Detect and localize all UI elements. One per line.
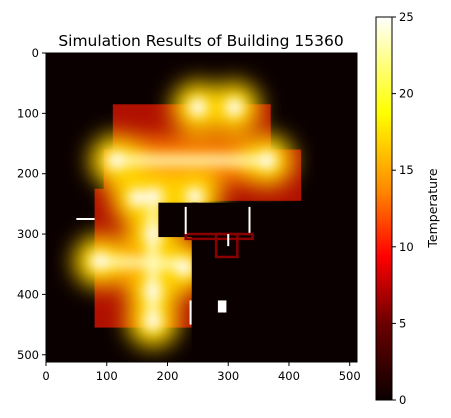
hot-source	[106, 151, 125, 170]
white-block	[217, 300, 227, 313]
cold-regions	[158, 202, 302, 362]
room-outline	[184, 232, 254, 241]
x-tick-label: 200	[157, 369, 179, 383]
x-axis: 0 100 200 300 400 500	[42, 362, 361, 383]
y-tick-label: 300	[17, 227, 39, 241]
y-tick-label: 200	[17, 167, 39, 181]
hot-source	[258, 151, 277, 170]
hot-source	[175, 258, 194, 277]
chart-title: Simulation Results of Building 15360	[58, 32, 343, 50]
x-tick-label: 0	[42, 369, 49, 383]
cold-region	[158, 202, 198, 238]
hot-source	[185, 187, 204, 206]
wall-details	[76, 206, 254, 325]
plot-frame	[45, 52, 358, 363]
hot-source	[128, 188, 147, 207]
hot-source	[143, 282, 162, 301]
hot-source	[225, 98, 244, 117]
colorbar-tick-label: 10	[399, 240, 414, 254]
colorbar	[375, 16, 393, 401]
hot-source	[143, 225, 162, 244]
colorbar-label: Temperature	[425, 168, 440, 248]
x-tick-label: 300	[217, 369, 239, 383]
y-tick-label: 500	[17, 348, 39, 362]
hot-source	[90, 252, 109, 271]
x-tick-label: 400	[278, 369, 300, 383]
y-tick-label: 0	[32, 46, 39, 60]
heatmap-image	[46, 53, 357, 362]
hot-source	[143, 312, 162, 331]
y-tick-label: 100	[17, 106, 39, 120]
colorbar-tick-label: 0	[399, 393, 406, 407]
y-tick-label: 400	[17, 287, 39, 301]
colorbar-tick-label: 15	[399, 163, 414, 177]
hot-source	[145, 187, 164, 206]
colorbar-tick-label: 20	[399, 87, 414, 101]
y-axis: 0 100 200 300 400 500	[17, 46, 46, 362]
colorbar-tick-label: 5	[399, 316, 406, 330]
cold-region	[191, 202, 302, 362]
hot-source	[188, 98, 207, 117]
hot-line	[94, 256, 191, 270]
x-tick-label: 500	[339, 369, 361, 383]
x-tick-label: 100	[96, 369, 118, 383]
colorbar-tick-label: 25	[399, 10, 414, 24]
hot-source-layer	[90, 98, 277, 331]
colorbar-axis: 0 5 10 15 20 25	[392, 10, 414, 407]
